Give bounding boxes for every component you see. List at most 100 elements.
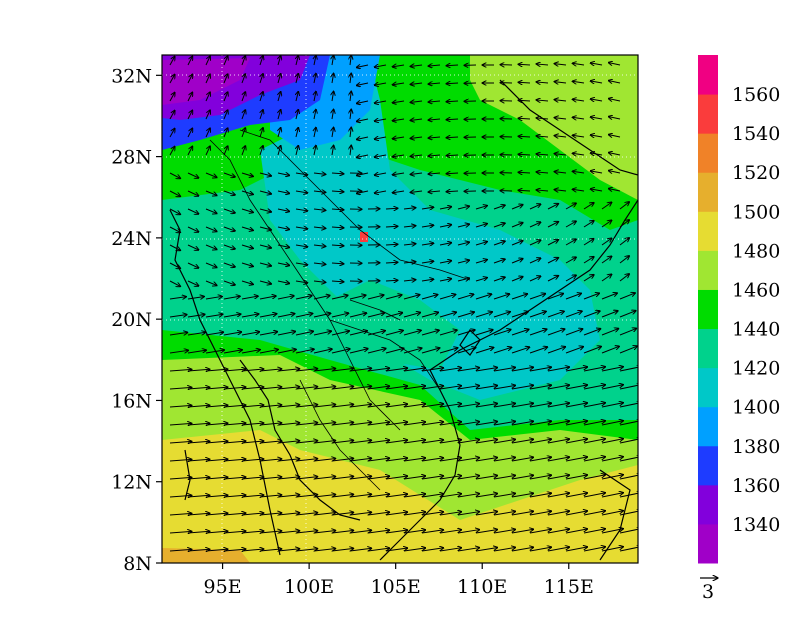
wind-arrow [350,73,351,84]
latitude-axis: 32N 28N 24N 20N 16N 12N 8N [111,65,162,575]
wind-arrow [403,312,421,318]
wind-arrow [349,386,372,390]
wind-arrow [296,91,298,102]
wind-arrow [313,368,336,372]
wind-arrow [511,529,534,534]
lon-tick-label: 110E [457,576,507,598]
wind-arrow [493,403,516,408]
wind-arrow [205,387,228,389]
wind-arrow [223,350,242,354]
wind-arrow [403,330,421,336]
wind-arrow [590,135,603,137]
wind-arrow [529,258,541,264]
wind-arrow [223,296,240,300]
wind-arrow [241,350,260,354]
wind-arrow [583,493,606,498]
wind-arrow [296,55,298,66]
wind-arrow [601,293,617,300]
wind-arrow [356,101,369,104]
wind-arrow [493,294,510,300]
wind-arrow [350,109,351,120]
wind-arrow [356,137,369,140]
wind-arrow [529,222,541,228]
wind-arrow [259,387,282,389]
wind-arrow [223,477,246,479]
wind-arrow [475,511,498,516]
wind-arrow [493,511,516,516]
wind-arrow [583,367,606,372]
wind-arrow [590,117,603,119]
wind-arrow [590,63,603,65]
wind-arrow [187,172,199,178]
wind-arrow [241,296,258,300]
wind-arrow [565,347,584,354]
wind-arrow [374,137,387,139]
wind-arrow [428,155,441,156]
colorbar: 1340 1360 1380 1400 1420 1440 1460 1480 1500 1520… [698,55,780,564]
wind-arrow [421,512,444,516]
colorbar-level-label: 1460 [732,279,780,301]
wind-arrow [583,329,601,336]
wind-arrow [403,262,416,263]
lat-tick-label: 8N [123,553,152,575]
wind-arrow [314,73,316,84]
wind-arrow [349,313,367,318]
wind-arrow [295,349,314,354]
wind-arrow [457,494,480,498]
wind-arrow [241,549,264,551]
wind-arrow [529,276,541,282]
wind-arrow [277,423,300,425]
wind-arrow [350,127,351,138]
wind-arrow [493,223,505,228]
wind-arrow [295,331,314,336]
wind-arrow [313,530,336,534]
wind-arrow [259,227,272,230]
wind-arrow [313,422,336,426]
wind-arrow [608,63,621,65]
wind-arrow [295,459,318,461]
wind-arrow [349,512,372,516]
wind-arrow [332,127,334,138]
wind-arrow [493,259,505,264]
wind-arrow [205,314,223,318]
wind-arrow [259,549,282,551]
wind-arrow [314,145,316,156]
wind-arrow [295,441,318,443]
wind-arrow [385,348,404,354]
wind-arrow [277,314,295,318]
wind-arrow [367,440,390,444]
wind-arrow [493,475,516,480]
wind-arrow [241,405,264,407]
wind-arrow [518,64,531,65]
wind-arrow [187,56,193,66]
wind-arrow [403,386,426,390]
wind-arrow [331,512,354,516]
wind-arrow [169,190,181,197]
lat-tick-label: 28N [111,147,152,169]
wind-arrow [583,346,602,354]
wind-arrow [493,493,516,498]
wind-arrow [446,173,459,174]
wind-arrow [331,295,348,300]
colorbar-swatch [698,133,718,173]
colorbar-swatch [698,94,718,134]
wind-arrow [590,81,603,83]
colorbar-level-label: 1400 [732,397,780,419]
wind-arrow [367,313,385,318]
wind-arrow [385,458,408,462]
wind-arrow [313,281,326,282]
wind-arrow [313,548,336,552]
wind-arrow [457,548,480,552]
wind-arrow [169,146,175,156]
wind-arrow [169,531,192,533]
wind-arrow [331,191,344,192]
wind-arrow [601,202,612,210]
wind-arrow [187,314,205,317]
wind-arrow [403,295,420,300]
wind-arrow [295,405,318,407]
wind-arrow [187,74,193,84]
wind-arrow [518,118,531,119]
wind-arrow [439,225,452,227]
wind-arrow [314,55,316,66]
